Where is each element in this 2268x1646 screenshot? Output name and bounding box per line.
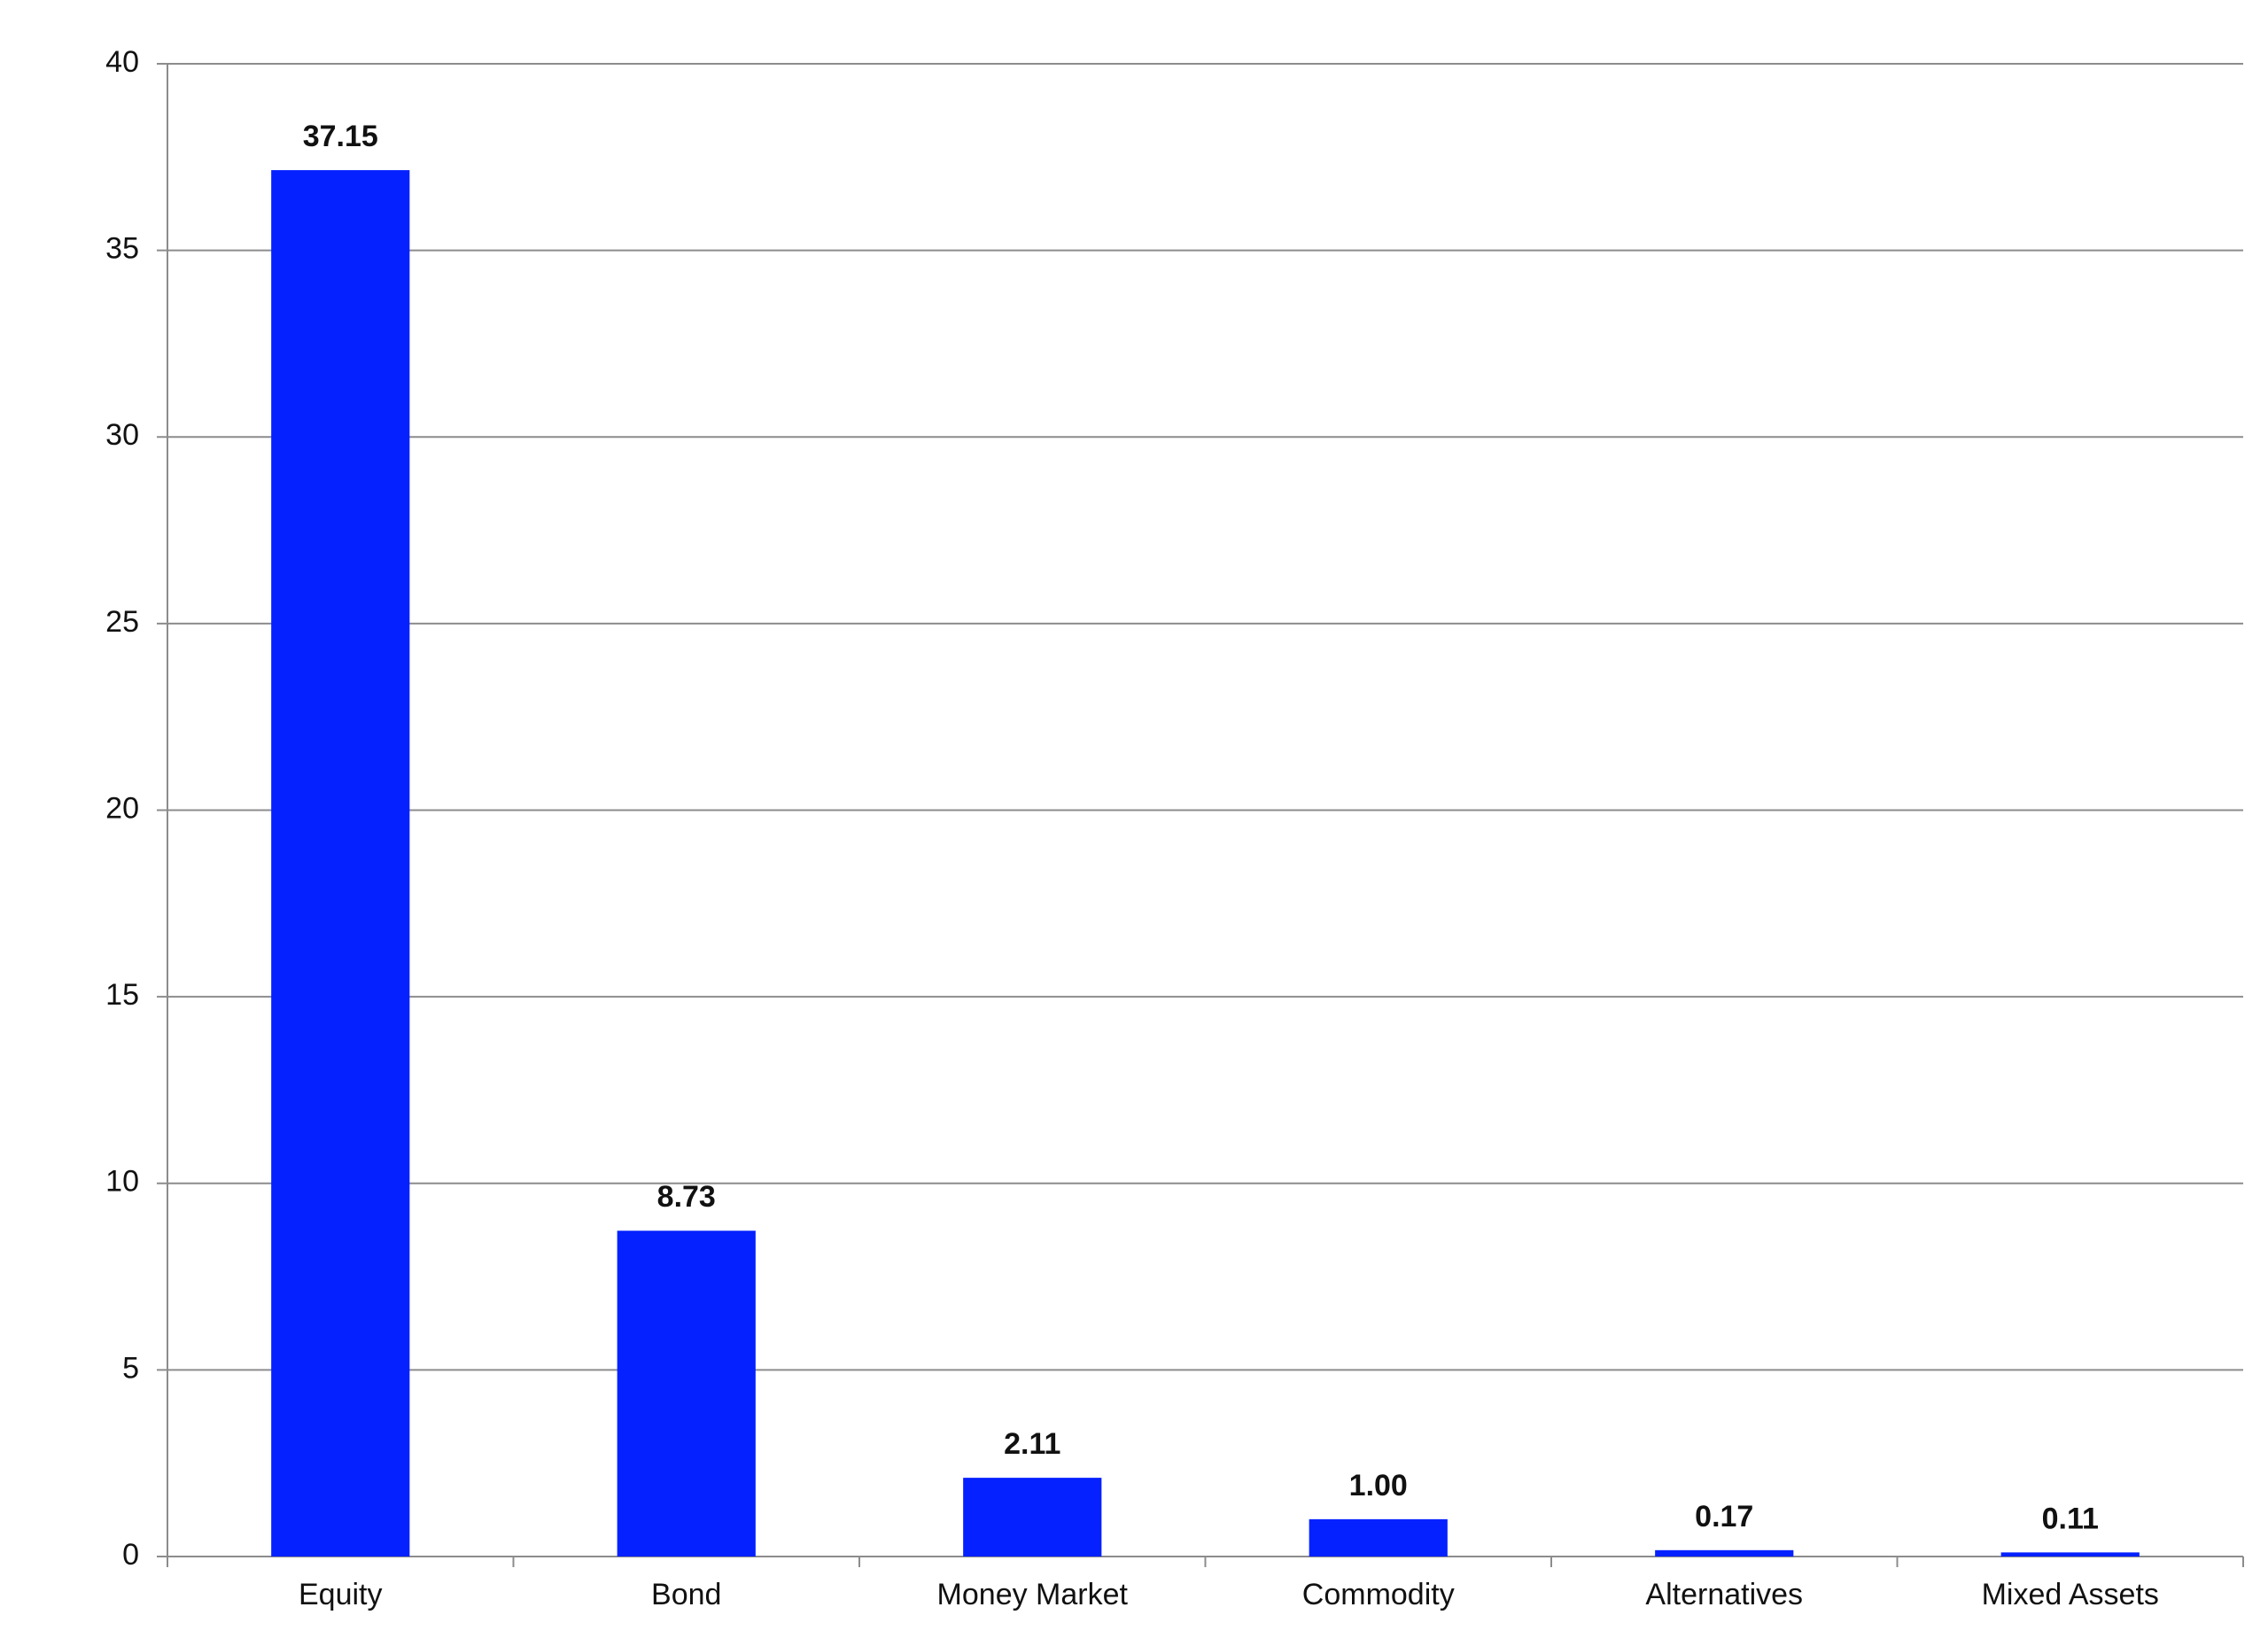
x-tick-label: Alternatives (1645, 1578, 1803, 1611)
value-label: 1.00 (1349, 1469, 1408, 1502)
value-label: 0.11 (2042, 1502, 2099, 1535)
x-tick-label: Bond (651, 1578, 721, 1611)
y-tick-label: 20 (105, 791, 139, 825)
y-tick-label: 40 (105, 45, 139, 79)
value-label: 2.11 (1004, 1427, 1060, 1461)
value-label: 37.15 (303, 120, 378, 153)
y-tick-label: 15 (105, 978, 139, 1012)
x-tick-label: Money Market (937, 1578, 1129, 1611)
x-tick-label: Commodity (1302, 1578, 1455, 1611)
y-tick-label: 0 (122, 1538, 139, 1572)
y-tick-label: 5 (122, 1351, 139, 1385)
y-tick-label: 30 (105, 418, 139, 452)
bar (2000, 1552, 2140, 1557)
y-tick-label: 25 (105, 605, 139, 639)
y-tick-label: 10 (105, 1165, 139, 1199)
x-tick-label: Mixed Assets (1982, 1578, 2159, 1611)
bar (1309, 1518, 1448, 1557)
bar (1655, 1549, 1794, 1557)
y-tick-label: 35 (105, 232, 139, 266)
value-label: 8.73 (657, 1180, 716, 1214)
bar (271, 170, 410, 1557)
bar (617, 1231, 756, 1557)
bar (963, 1478, 1102, 1557)
value-label: 0.17 (1695, 1500, 1753, 1533)
x-tick-label: Equity (299, 1578, 383, 1611)
